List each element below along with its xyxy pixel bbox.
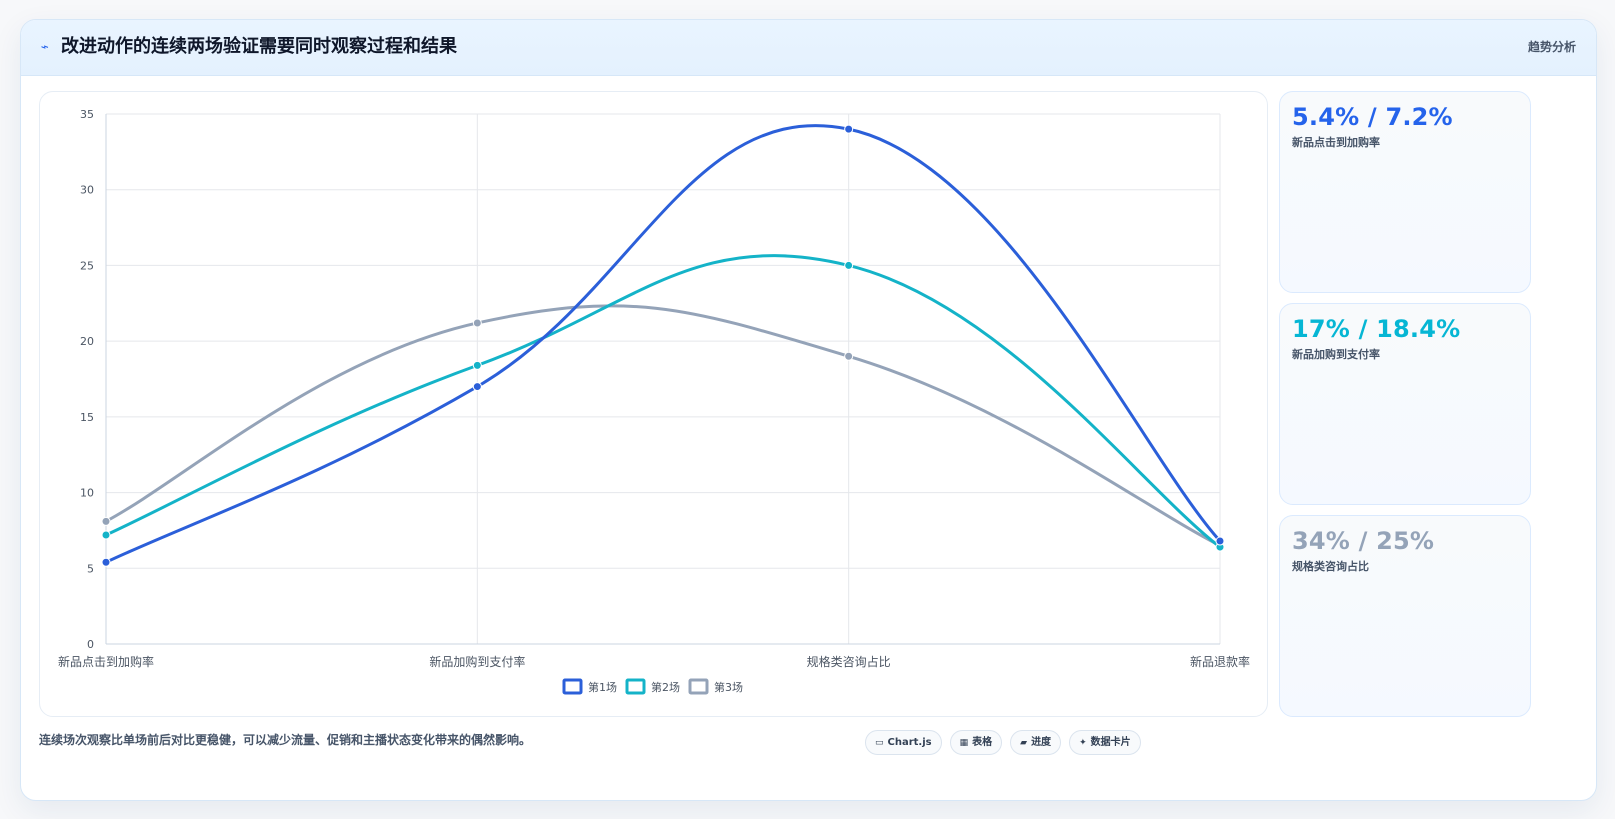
metric-label-1: 新品点击到加购率 [1292,136,1380,149]
footer-note: 连续场次观察比单场前后对比更稳健，可以减少流量、促销和主播状态变化带来的偶然影响… [39,733,532,747]
legend-label-3[interactable]: 第3场 [714,680,743,694]
chart-grid [105,113,1221,645]
trend-icon: ⌁ [39,39,50,56]
y-tick-label: 10 [80,487,94,500]
series-3-point-1[interactable] [101,516,111,526]
progress-pill[interactable]: ▰ 进度 [1010,730,1062,755]
card-title: 改进动作的连续两场验证需要同时观察过程和结果 [61,36,457,57]
sparkle-icon: ✦ [1079,737,1087,748]
table-pill-label: 表格 [972,737,993,748]
y-tick-label: 25 [80,259,94,272]
legend-swatch-2[interactable] [625,678,646,695]
series-line-1 [104,124,1222,564]
chartjs-pill[interactable]: ▭ Chart.js [865,730,942,755]
legend-swatch-1[interactable] [562,678,583,695]
series-line-2 [104,254,1222,549]
y-tick-label: 30 [80,184,94,197]
table-pill[interactable]: ▦ 表格 [949,730,1003,755]
series-line-3 [104,304,1222,548]
series-2-point-2[interactable] [472,360,482,370]
analysis-card: ⌁ 改进动作的连续两场验证需要同时观察过程和结果 趋势分析 0 5 10 15 20 25… [20,19,1597,801]
metric-card-2: 17% / 18.4% 新品加购到支付率 [1279,303,1531,505]
series-1-point-1[interactable] [101,557,111,567]
view-pill-row: ▭ Chart.js ▦ 表格 ▰ 进度 ✦ 数据卡片 [865,730,1141,757]
legend-label-2[interactable]: 第2场 [651,680,680,694]
x-tick-label: 新品加购到支付率 [429,654,525,669]
series-3-point-2[interactable] [472,318,482,328]
x-tick-label: 新品点击到加购率 [58,654,154,669]
series-3-point-3[interactable] [844,351,854,361]
y-tick-label: 0 [87,638,94,651]
y-tick-label: 15 [80,411,94,424]
metric-card-3: 34% / 25% 规格类咨询占比 [1279,515,1531,717]
metric-value-2: 17% / 18.4% [1292,315,1461,343]
metric-value-3: 34% / 25% [1292,527,1435,555]
chart-panel: 0 5 10 15 20 25 30 35 新品点击到加购率 新品加购到支付率 规格类咨询占比 新品退… [39,91,1268,717]
data-card-pill[interactable]: ✦ 数据卡片 [1069,730,1141,755]
progress-pill-label: 进度 [1031,737,1052,748]
x-tick-label: 规格类咨询占比 [807,654,891,669]
legend-swatch-3[interactable] [688,678,709,695]
line-chart: 0 5 10 15 20 25 30 35 新品点击到加购率 新品加购到支付率 规格类咨询占比 新品退… [58,108,1250,695]
series-1-point-4[interactable] [1215,536,1225,546]
chartjs-pill-label: Chart.js [887,737,932,748]
series-1-point-2[interactable] [472,382,482,392]
progress-icon: ▰ [1020,737,1028,748]
y-tick-label: 5 [87,562,94,575]
legend-label-1[interactable]: 第1场 [588,680,617,694]
series-1-point-3[interactable] [844,124,854,134]
metric-label-3: 规格类咨询占比 [1292,560,1369,573]
series-2-point-1[interactable] [101,530,111,540]
card-header: ⌁ 改进动作的连续两场验证需要同时观察过程和结果 趋势分析 [21,20,1596,76]
metric-label-2: 新品加购到支付率 [1292,348,1380,361]
y-tick-label: 35 [80,108,94,121]
metric-card-1: 5.4% / 7.2% 新品点击到加购率 [1279,91,1531,293]
series-2-point-3[interactable] [844,260,854,270]
trend-analysis-label[interactable]: 趋势分析 [1527,40,1576,54]
chart-icon: ▭ [875,737,884,748]
x-tick-label: 新品退款率 [1190,654,1250,669]
metric-value-1: 5.4% / 7.2% [1292,103,1453,131]
y-tick-label: 20 [80,335,94,348]
table-icon: ▦ [959,737,969,748]
data-card-pill-label: 数据卡片 [1090,737,1131,748]
